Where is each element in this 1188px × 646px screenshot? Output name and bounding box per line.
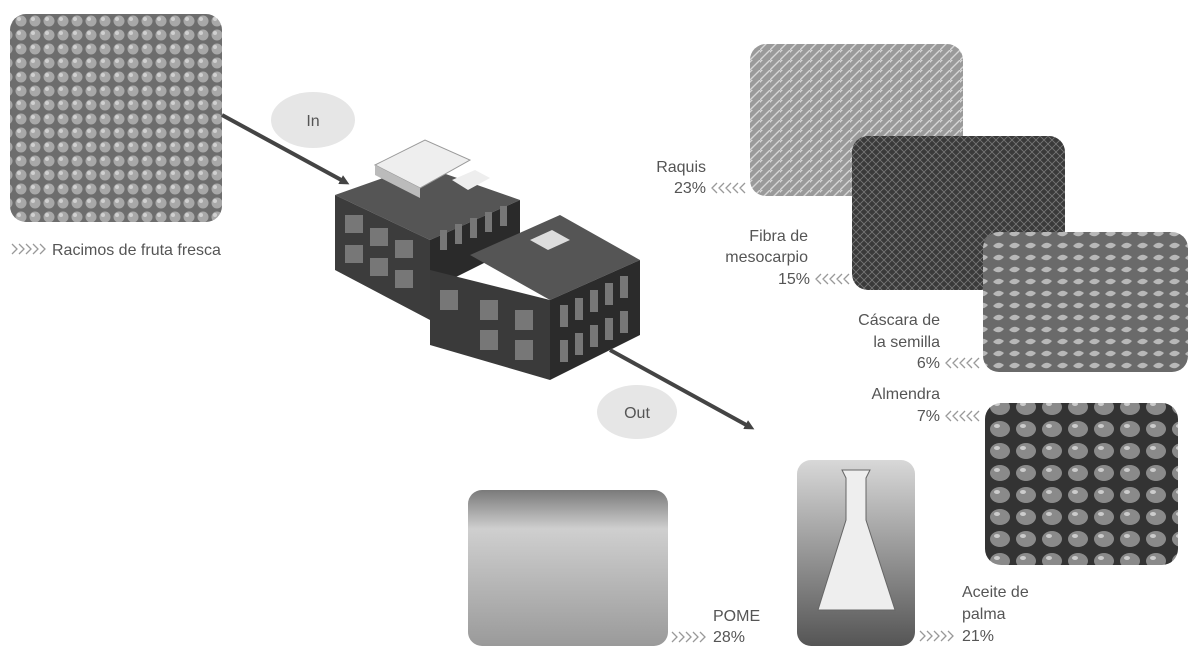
- badge-out-text: Out: [624, 405, 650, 422]
- badge-in-text: In: [306, 113, 319, 130]
- arrow-in: [221, 113, 350, 185]
- output-share: 21%: [962, 628, 994, 645]
- photo-pome: [468, 490, 668, 646]
- output-share: 28%: [713, 629, 745, 646]
- photo-fruit: [10, 14, 222, 222]
- output-name: Aceite de: [962, 584, 1029, 601]
- badge-out: [597, 385, 677, 439]
- badge-in: [271, 92, 355, 148]
- photo-almendra: [985, 403, 1178, 565]
- label-cascara: Cáscara de la semilla 6%: [858, 312, 980, 372]
- output-name: mesocarpio: [725, 249, 808, 266]
- label-pome: POME 28%: [671, 608, 760, 646]
- output-share: 7%: [917, 408, 940, 425]
- output-share: 23%: [674, 180, 706, 197]
- chevrons: [11, 243, 46, 255]
- input-label: Racimos de fruta fresca: [52, 242, 221, 259]
- photo-cascara: [983, 232, 1188, 372]
- arrow-out: [609, 348, 755, 430]
- output-name: la semilla: [873, 334, 940, 351]
- output-name: POME: [713, 608, 760, 625]
- label-aceite: Aceite de palma 21%: [919, 584, 1029, 645]
- output-name: Fibra de: [749, 228, 808, 245]
- output-name: Raquis: [656, 159, 706, 176]
- output-name: Almendra: [872, 386, 941, 403]
- output-share: 6%: [917, 355, 940, 372]
- label-fibra: Fibra de mesocarpio 15%: [725, 228, 850, 288]
- output-name: palma: [962, 606, 1006, 623]
- flask: [817, 469, 896, 611]
- output-share: 15%: [778, 271, 810, 288]
- factory: [335, 139, 640, 380]
- output-name: Cáscara de: [858, 312, 940, 329]
- label-almendra: Almendra 7%: [872, 386, 980, 425]
- label-raquis: Raquis 23%: [656, 159, 746, 197]
